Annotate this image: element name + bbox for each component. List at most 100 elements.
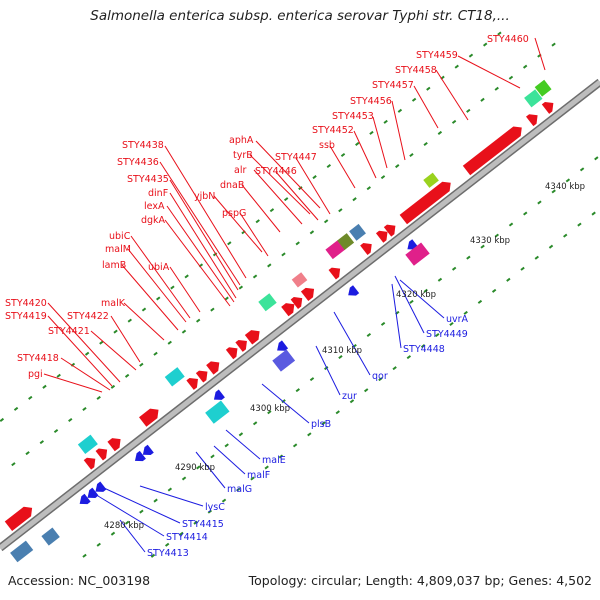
tick-dash bbox=[482, 42, 488, 47]
tick-dash bbox=[250, 476, 255, 481]
forward-gene bbox=[225, 347, 238, 360]
tick-dash bbox=[150, 553, 156, 558]
gene-label: STY4446 bbox=[255, 166, 297, 177]
forward-gene bbox=[195, 370, 208, 383]
tick-dash bbox=[323, 219, 329, 224]
tick-dash bbox=[68, 417, 73, 423]
forward-gene-shape bbox=[195, 370, 208, 383]
forward-gene-shape bbox=[281, 303, 295, 317]
forward-gene bbox=[244, 330, 260, 345]
gene-label: STY4422 bbox=[67, 311, 109, 322]
tick-dash bbox=[82, 553, 87, 558]
forward-gene-shape bbox=[225, 347, 238, 360]
tick-dash bbox=[409, 299, 414, 304]
gene-feature bbox=[349, 223, 366, 241]
leader-line bbox=[213, 445, 246, 475]
reverse-gene bbox=[134, 450, 146, 462]
gene-label: STY4460 bbox=[487, 34, 529, 45]
tick-dash bbox=[267, 410, 272, 415]
gene-label: STY4447 bbox=[275, 152, 317, 163]
tick-dash bbox=[494, 233, 499, 238]
tick-dash bbox=[364, 388, 369, 393]
tick-dash bbox=[355, 141, 360, 146]
forward-gene-shape bbox=[235, 339, 247, 352]
reverse-gene bbox=[348, 285, 360, 296]
tick-dash bbox=[196, 465, 201, 470]
tick-label-4320: 4320 kbp bbox=[396, 290, 436, 300]
leader-line bbox=[169, 192, 237, 299]
gene-label: STY4452 bbox=[312, 125, 354, 136]
tick-dash bbox=[321, 421, 326, 426]
gene-label: STY4419 bbox=[5, 311, 47, 322]
tick-dash bbox=[96, 395, 101, 400]
tick-dash bbox=[366, 332, 372, 337]
tick-dash bbox=[551, 42, 556, 47]
leader-line bbox=[43, 373, 103, 393]
accession-label: Accession: NC_003198 bbox=[8, 573, 151, 588]
tick-dash bbox=[451, 266, 457, 271]
leader-line bbox=[213, 195, 263, 253]
tick-dashes bbox=[0, 31, 599, 558]
tick-dash bbox=[565, 178, 571, 183]
forward-gene-shape bbox=[300, 287, 315, 301]
forward-gene bbox=[399, 181, 451, 225]
reverse-gene-shape bbox=[134, 450, 146, 462]
tick-dash bbox=[380, 175, 386, 180]
gene-label: STY4458 bbox=[395, 65, 437, 76]
gene-label: alr bbox=[234, 165, 246, 176]
tick-dash bbox=[466, 108, 471, 113]
leader-line bbox=[353, 130, 377, 179]
tick-dash bbox=[594, 156, 599, 161]
forward-gene bbox=[541, 101, 554, 114]
tick-dash bbox=[523, 211, 528, 216]
forward-gene bbox=[360, 243, 372, 255]
gene-label: dinF bbox=[148, 188, 168, 199]
gene-feature-shape bbox=[337, 233, 355, 250]
leader-line bbox=[255, 140, 321, 209]
leader-line bbox=[399, 279, 445, 319]
gene-label: STY4435 bbox=[127, 174, 169, 185]
gene-label: STY4456 bbox=[350, 96, 392, 107]
tick-dash bbox=[335, 410, 340, 415]
gene-feature bbox=[405, 242, 430, 266]
tick-dash bbox=[395, 164, 400, 169]
tick-dash bbox=[409, 152, 414, 158]
gene-feature-shape bbox=[77, 434, 98, 454]
tick-dash bbox=[181, 329, 187, 334]
gene-feature-shape bbox=[325, 239, 346, 260]
leader-line bbox=[225, 429, 261, 460]
leader-line bbox=[47, 302, 121, 383]
tick-dash bbox=[179, 531, 184, 536]
leader-line bbox=[275, 171, 319, 221]
gene-label: ssb bbox=[319, 140, 335, 151]
tick-dash bbox=[366, 186, 371, 191]
gene-label: yjbN bbox=[194, 191, 215, 202]
leader-line bbox=[164, 219, 231, 307]
forward-gene-labels: STY4460 STY4459 STY4458 STY4457 STY4456 … bbox=[5, 34, 529, 380]
forward-gene-shape bbox=[526, 114, 538, 127]
tick-dash bbox=[167, 340, 172, 345]
tick-dash bbox=[491, 288, 497, 293]
forward-gene bbox=[4, 506, 33, 531]
tick-dash bbox=[278, 454, 284, 459]
gene-label: malE bbox=[262, 455, 286, 466]
gene-label: STY4448 bbox=[403, 344, 445, 355]
tick-dash bbox=[338, 355, 343, 360]
tick-dash bbox=[141, 307, 147, 312]
leader-line bbox=[329, 145, 356, 189]
gene-label: malK bbox=[101, 298, 126, 309]
tick-dash bbox=[520, 266, 525, 271]
gene-feature-shape bbox=[423, 172, 439, 188]
tick-dash bbox=[238, 432, 244, 437]
tick-dash bbox=[283, 197, 289, 202]
gene-feature bbox=[291, 272, 308, 288]
reverse-gene-shape bbox=[348, 285, 360, 296]
forward-gene bbox=[462, 126, 522, 176]
tick-dash bbox=[295, 241, 300, 246]
forward-gene-shape bbox=[375, 230, 388, 243]
gene-feature-shape bbox=[534, 79, 552, 97]
reverse-gene bbox=[79, 493, 91, 505]
tick-dash bbox=[84, 351, 90, 356]
tick-dash bbox=[534, 255, 539, 260]
